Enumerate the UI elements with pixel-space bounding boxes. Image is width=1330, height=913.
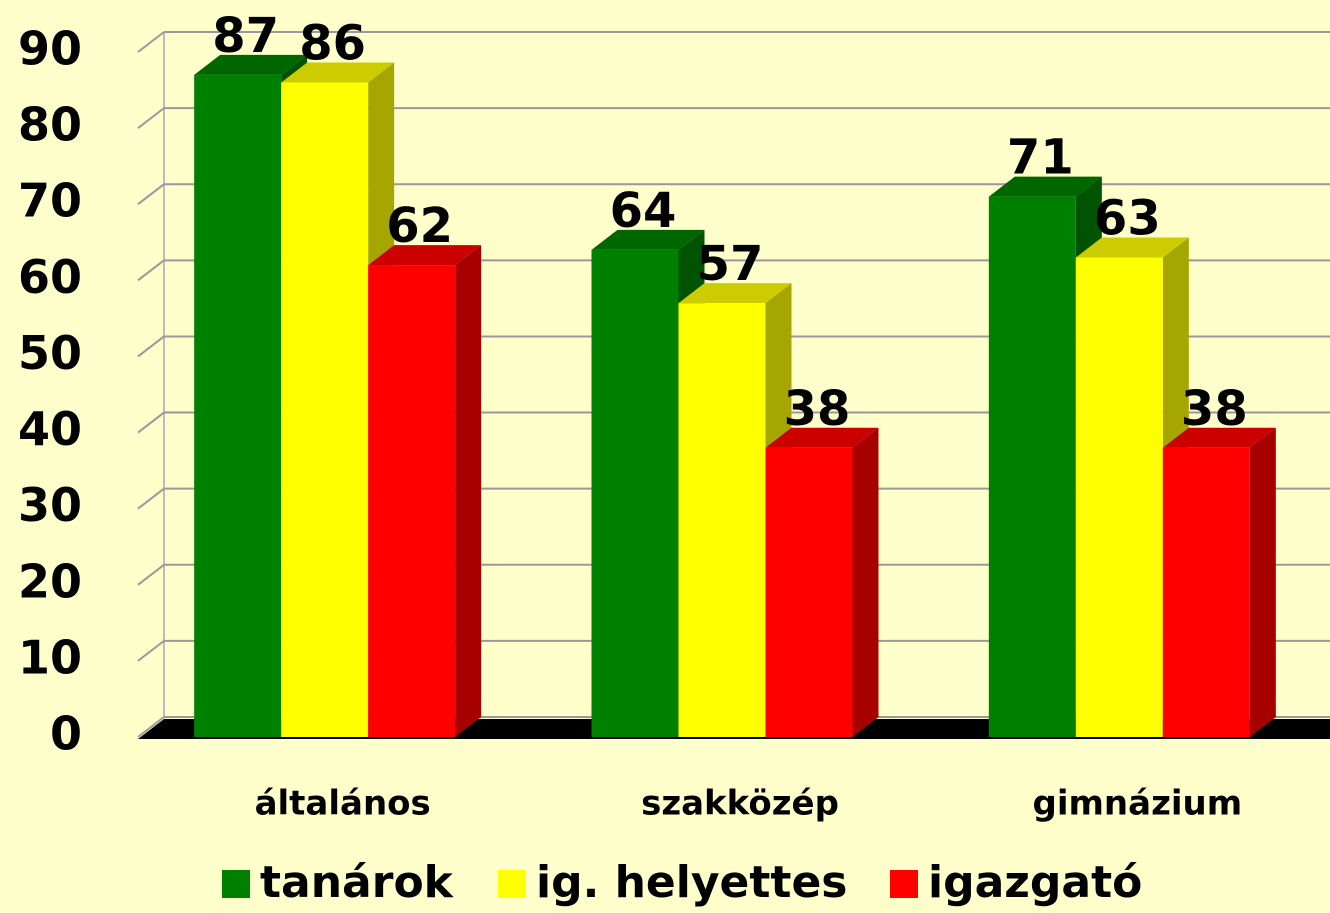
value-label: 62: [386, 198, 453, 254]
grid-line-side: [137, 183, 165, 206]
legend-label: tanárok: [260, 857, 455, 908]
legend-label: igazgató: [928, 857, 1142, 908]
grid-line-side: [137, 107, 165, 129]
y-tick-label: 60: [18, 250, 82, 304]
y-tick-label: 0: [50, 707, 82, 761]
grid-line-side: [137, 716, 165, 738]
grid-line-side: [137, 411, 165, 434]
value-label: 71: [1007, 130, 1074, 186]
bar-top: [281, 62, 395, 83]
grid-line-side: [137, 259, 165, 282]
bar: [194, 74, 282, 738]
y-tick-label: 70: [18, 174, 82, 228]
grid-line-side: [137, 563, 165, 586]
value-label: 87: [212, 8, 279, 64]
legend-swatch: [890, 870, 918, 898]
legend-swatch: [498, 870, 526, 898]
grid-line-side: [137, 31, 165, 53]
bar: [1075, 257, 1163, 737]
bar-top: [1162, 427, 1276, 448]
bar-top: [988, 176, 1102, 197]
bar: [281, 82, 369, 737]
value-label: 63: [1094, 191, 1161, 247]
bar: [591, 249, 679, 737]
bar-top: [194, 54, 308, 75]
y-tick-label: 40: [18, 402, 82, 456]
y-tick-label: 30: [18, 478, 82, 532]
grid-line-side: [137, 335, 165, 358]
bar-top: [1075, 237, 1189, 258]
x-tick-label: szakközép: [641, 784, 839, 824]
legend-swatch: [222, 870, 250, 898]
bar: [368, 265, 456, 737]
x-tick-label: általános: [255, 784, 431, 824]
grid-line-side: [137, 640, 165, 662]
bar: [1162, 447, 1250, 737]
y-tick-label: 90: [18, 22, 82, 76]
bar-side: [455, 245, 482, 737]
legend-label: ig. helyettes: [536, 857, 847, 908]
bar-top: [765, 427, 879, 448]
bar-top: [678, 283, 792, 304]
value-label: 38: [1181, 381, 1248, 437]
bar-top: [591, 229, 705, 250]
bar: [678, 303, 766, 737]
value-label: 57: [697, 236, 764, 292]
value-label: 86: [299, 15, 366, 71]
y-tick-label: 20: [18, 554, 82, 608]
bar: [988, 196, 1076, 738]
y-tick-label: 50: [18, 326, 82, 380]
y-tick-label: 10: [18, 630, 82, 684]
bar-side: [1249, 427, 1276, 737]
bar-top: [368, 245, 482, 266]
y-tick-label: 80: [18, 98, 82, 152]
x-tick-label: gimnázium: [1033, 784, 1243, 824]
bar: [765, 447, 853, 737]
value-label: 64: [610, 183, 677, 239]
grid-line-side: [137, 487, 165, 510]
value-label: 38: [784, 381, 851, 437]
bar-side: [852, 427, 879, 737]
